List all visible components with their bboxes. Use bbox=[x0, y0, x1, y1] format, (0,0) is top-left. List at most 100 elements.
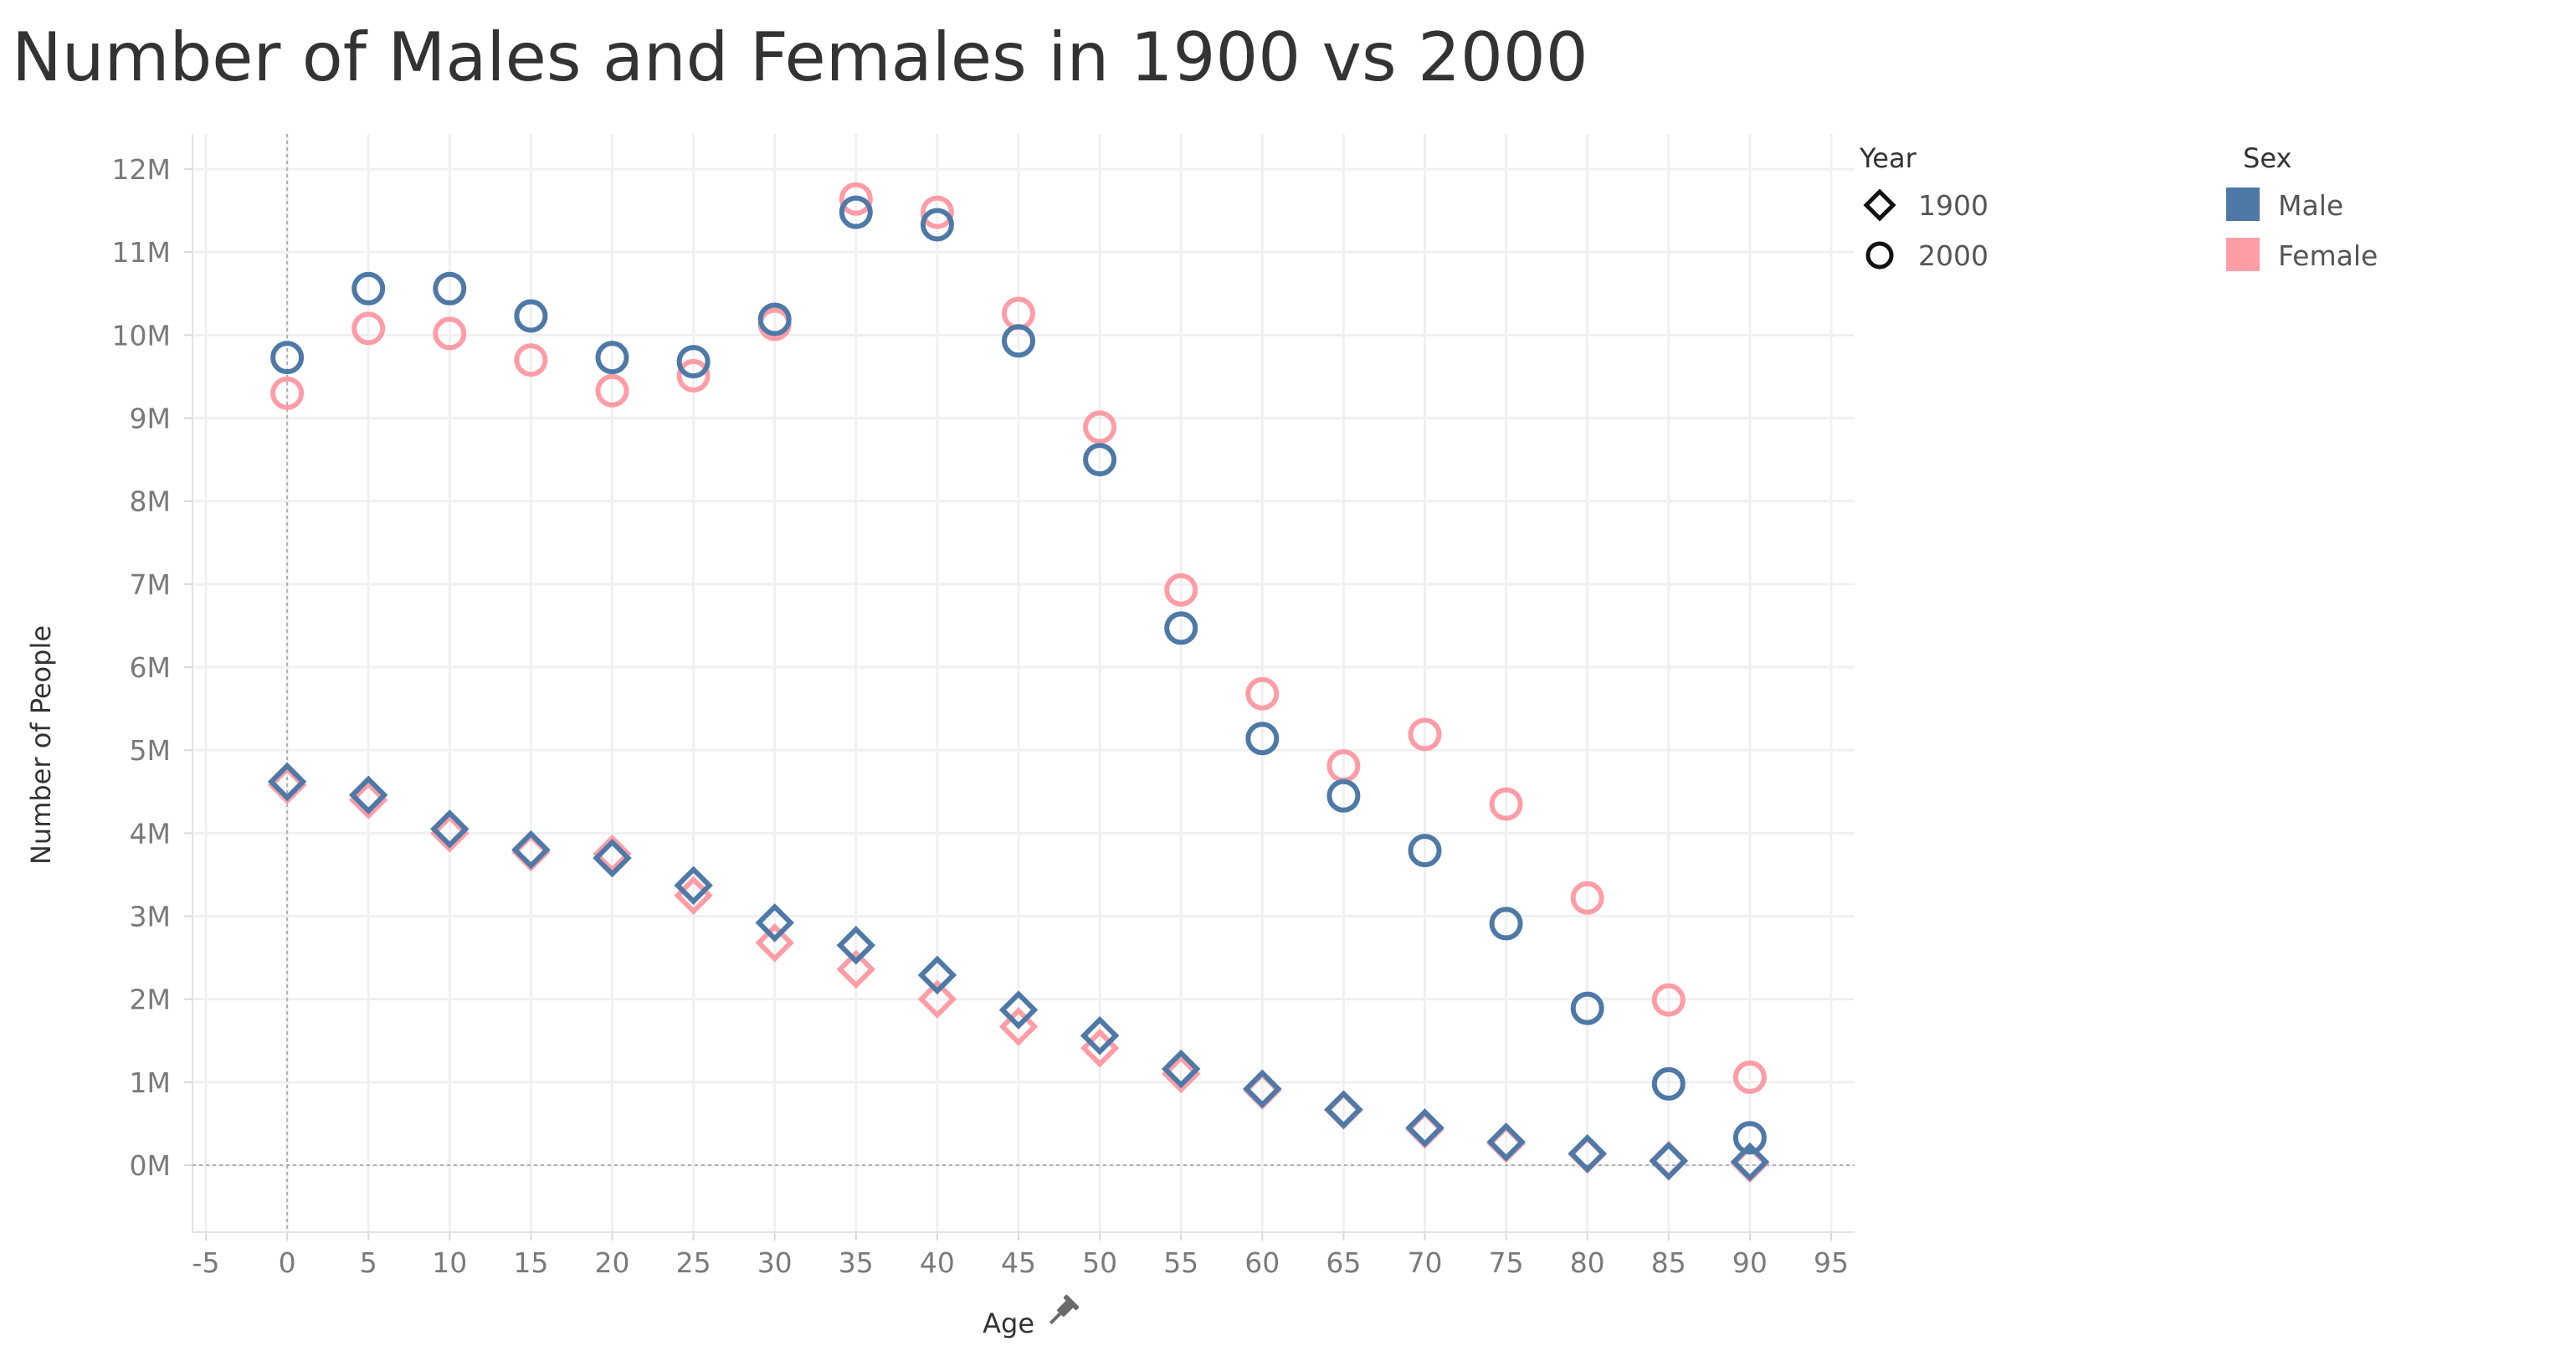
y-tick-label: 2M bbox=[130, 984, 171, 1016]
data-point-2000-male[interactable] bbox=[676, 345, 711, 379]
data-point-2000-female[interactable] bbox=[270, 376, 305, 410]
legend-item-2000[interactable]: 2000 bbox=[1865, 239, 1988, 272]
pin-icon[interactable] bbox=[1044, 1294, 1080, 1329]
y-tick-label: 10M bbox=[112, 319, 171, 352]
series-1900-male bbox=[267, 762, 1770, 1182]
data-point-2000-female[interactable] bbox=[1083, 410, 1117, 444]
data-point-2000-female[interactable] bbox=[1732, 1060, 1767, 1094]
x-tick-label: 60 bbox=[1244, 1246, 1280, 1279]
y-tick-label: 4M bbox=[130, 817, 171, 850]
data-point-2000-male[interactable] bbox=[1732, 1121, 1767, 1155]
data-point-1900-male[interactable] bbox=[1243, 1069, 1282, 1109]
data-point-1900-male[interactable] bbox=[511, 830, 551, 870]
series-2000-male bbox=[270, 195, 1767, 1155]
data-point-1900-female[interactable] bbox=[836, 949, 876, 989]
data-point-2000-male[interactable] bbox=[433, 271, 467, 306]
data-point-2000-male[interactable] bbox=[920, 208, 954, 242]
x-tick-label: 40 bbox=[920, 1246, 955, 1279]
data-point-2000-female[interactable] bbox=[433, 316, 467, 351]
data-point-2000-female[interactable] bbox=[1164, 573, 1198, 607]
data-point-2000-female[interactable] bbox=[839, 182, 873, 216]
chart-title: Number of Males and Females in 1900 vs 2… bbox=[12, 18, 1588, 96]
data-point-2000-female[interactable] bbox=[1408, 717, 1442, 752]
data-point-1900-male[interactable] bbox=[755, 903, 794, 943]
data-point-2000-male[interactable] bbox=[757, 302, 792, 336]
y-tick-label: 7M bbox=[130, 568, 171, 601]
x-axis-title[interactable]: Age bbox=[983, 1307, 1034, 1339]
data-point-1900-male[interactable] bbox=[1080, 1016, 1120, 1056]
legend-item-1900[interactable]: 1900 bbox=[1863, 188, 1988, 222]
data-point-1900-male[interactable] bbox=[1730, 1142, 1770, 1182]
diamond-icon bbox=[1863, 188, 1896, 222]
data-point-2000-male[interactable] bbox=[1651, 1066, 1686, 1101]
data-point-1900-male[interactable] bbox=[674, 866, 713, 906]
data-point-1900-male[interactable] bbox=[836, 925, 876, 965]
data-point-2000-female[interactable] bbox=[676, 358, 711, 393]
legend-label-2000: 2000 bbox=[1918, 239, 1988, 272]
data-point-1900-female[interactable] bbox=[1161, 1054, 1201, 1094]
x-tick-label: 70 bbox=[1408, 1246, 1443, 1279]
data-point-1900-male[interactable] bbox=[1649, 1141, 1689, 1181]
data-point-1900-female[interactable] bbox=[755, 922, 794, 963]
data-point-2000-female[interactable] bbox=[1489, 787, 1523, 821]
data-point-2000-female[interactable] bbox=[1651, 983, 1686, 1017]
x-tick-label: 5 bbox=[360, 1246, 377, 1279]
data-point-2000-female[interactable] bbox=[920, 195, 954, 229]
data-point-1900-female[interactable] bbox=[430, 814, 470, 853]
x-tick-label: 90 bbox=[1732, 1246, 1768, 1279]
legend-sex: Sex Male Female bbox=[2226, 142, 2378, 272]
data-point-1900-female[interactable] bbox=[998, 1007, 1039, 1046]
data-point-1900-female[interactable] bbox=[348, 780, 388, 819]
data-point-2000-female[interactable] bbox=[595, 373, 629, 408]
data-point-1900-male[interactable] bbox=[1405, 1108, 1445, 1148]
data-point-2000-male[interactable] bbox=[1408, 834, 1442, 868]
x-tick-label: 15 bbox=[513, 1246, 548, 1279]
y-tick-label: 12M bbox=[112, 153, 171, 186]
data-point-1900-male[interactable] bbox=[998, 990, 1039, 1030]
data-point-1900-female[interactable] bbox=[917, 979, 957, 1019]
data-point-1900-male[interactable] bbox=[1161, 1049, 1201, 1089]
legend-item-male[interactable]: Male bbox=[2226, 188, 2343, 222]
data-point-2000-female[interactable] bbox=[1245, 676, 1280, 711]
data-point-1900-female[interactable] bbox=[593, 834, 632, 874]
data-point-2000-male[interactable] bbox=[1083, 443, 1117, 477]
x-tick-label: 55 bbox=[1163, 1246, 1198, 1279]
y-tick-label: 3M bbox=[130, 901, 171, 933]
y-tick-label: 8M bbox=[130, 485, 171, 518]
legend-label-male: Male bbox=[2278, 189, 2343, 222]
data-point-2000-male[interactable] bbox=[1489, 907, 1523, 941]
legend-sex-title: Sex bbox=[2243, 142, 2291, 174]
data-point-2000-male[interactable] bbox=[514, 299, 548, 333]
male-swatch bbox=[2226, 188, 2260, 221]
data-point-1900-male[interactable] bbox=[348, 775, 388, 814]
y-tick-label: 5M bbox=[130, 734, 171, 767]
data-point-1900-male[interactable] bbox=[1486, 1122, 1526, 1162]
legend-year-title: Year bbox=[1859, 142, 1917, 174]
x-tick-label: 85 bbox=[1651, 1246, 1686, 1279]
data-point-1900-male[interactable] bbox=[917, 955, 957, 995]
legend-item-female[interactable]: Female bbox=[2226, 238, 2378, 272]
data-point-2000-male[interactable] bbox=[352, 271, 386, 306]
legend-year: Year 1900 2000 bbox=[1859, 142, 1988, 272]
data-point-2000-male[interactable] bbox=[1570, 991, 1604, 1025]
data-point-2000-male[interactable] bbox=[839, 195, 873, 229]
data-point-2000-male[interactable] bbox=[1002, 324, 1035, 358]
data-point-2000-female[interactable] bbox=[352, 311, 386, 346]
legend-label-1900: 1900 bbox=[1918, 189, 1988, 222]
data-point-2000-female[interactable] bbox=[1570, 881, 1604, 915]
data-point-1900-male[interactable] bbox=[1568, 1133, 1607, 1174]
x-tick-label: 0 bbox=[279, 1246, 296, 1279]
data-point-1900-male[interactable] bbox=[1324, 1090, 1363, 1129]
data-point-2000-male[interactable] bbox=[270, 341, 305, 375]
data-point-2000-male[interactable] bbox=[595, 341, 629, 375]
data-point-1900-male[interactable] bbox=[267, 762, 307, 802]
data-point-1900-male[interactable] bbox=[430, 809, 470, 849]
x-tick-label: 75 bbox=[1489, 1246, 1524, 1279]
data-point-2000-female[interactable] bbox=[514, 343, 548, 378]
data-point-2000-male[interactable] bbox=[1164, 611, 1198, 645]
x-tick-label: 45 bbox=[1001, 1246, 1036, 1279]
x-tick-label: 25 bbox=[676, 1246, 711, 1279]
data-point-2000-male[interactable] bbox=[1245, 722, 1280, 756]
data-point-1900-male[interactable] bbox=[593, 838, 632, 878]
data-point-2000-male[interactable] bbox=[1326, 778, 1361, 813]
